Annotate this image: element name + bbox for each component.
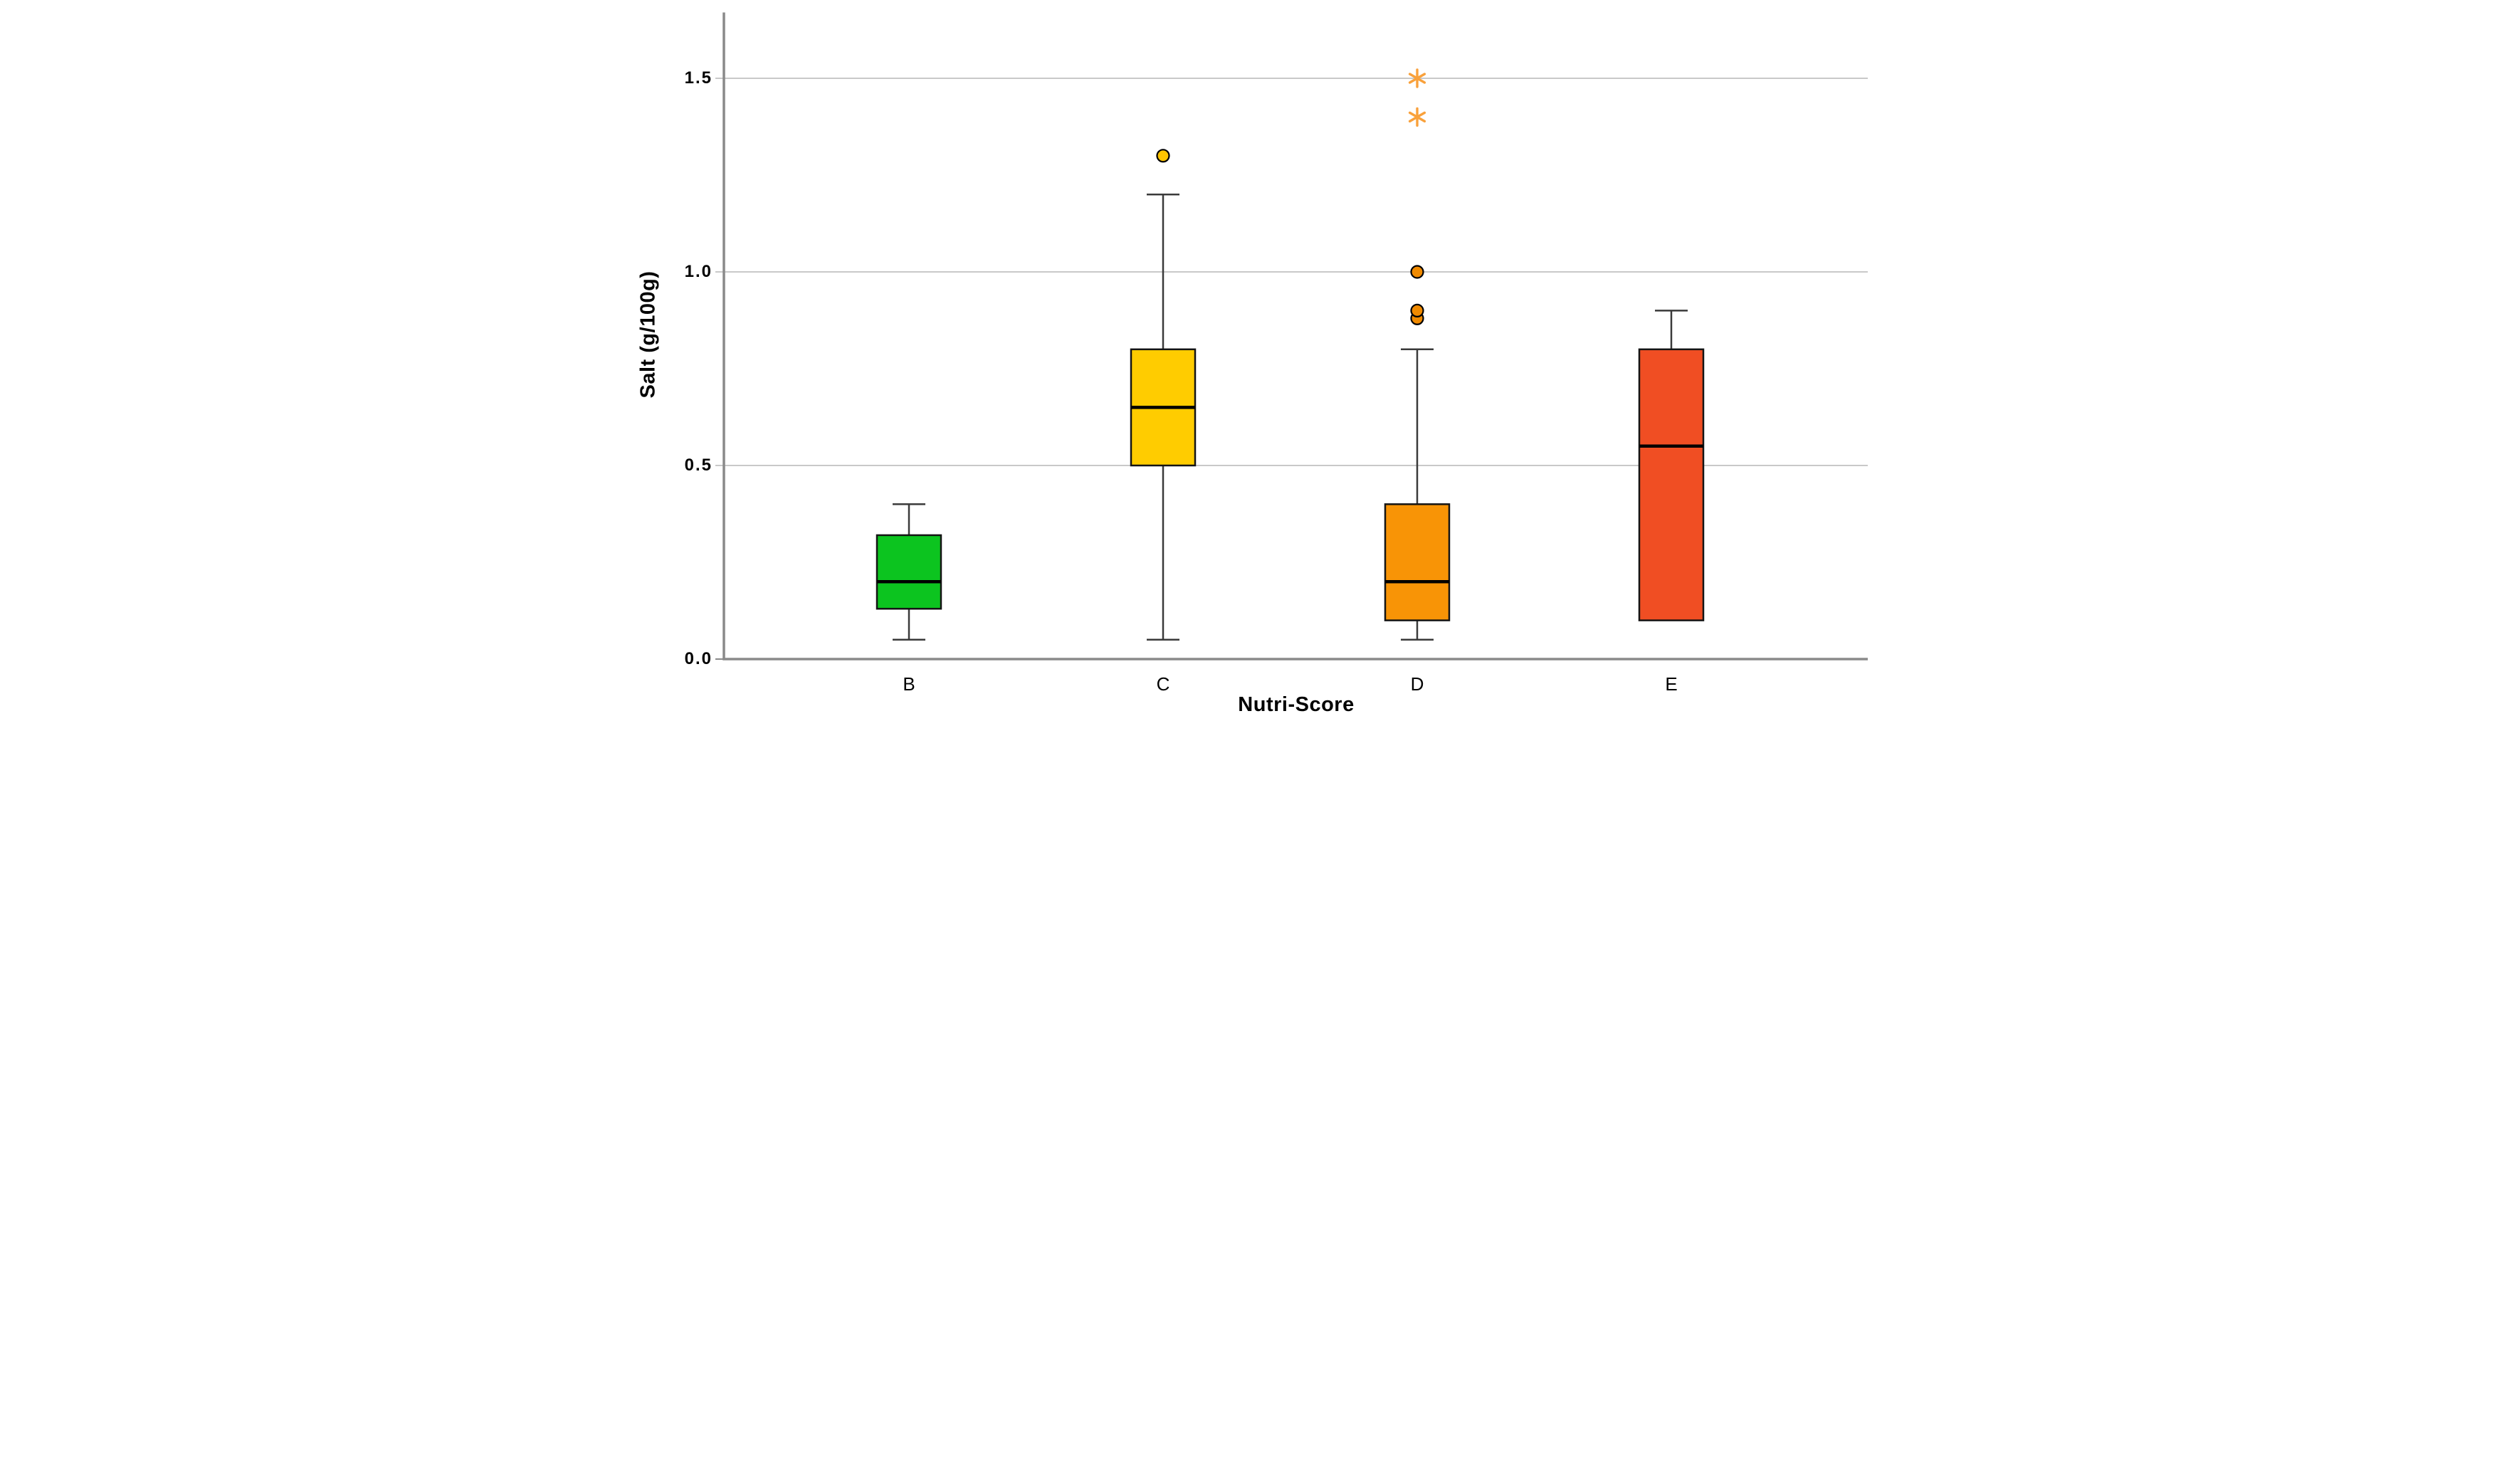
box-B <box>876 534 942 610</box>
extreme-asterisk <box>1408 73 1426 84</box>
y-axis-title: Salt (g/100g) <box>636 270 660 399</box>
x-axis-title: Nutri-Score <box>1238 693 1355 716</box>
x-category-label: E <box>1665 673 1678 695</box>
x-category-label: B <box>903 673 915 695</box>
y-tick-label: 0.0 <box>684 649 713 668</box>
boxplot-figure: Salt (g/100g) Nutri-Score 0.0 0.5 1.0 1.5 B C… <box>624 0 1873 742</box>
box-E <box>1638 348 1705 621</box>
box-D <box>1384 503 1451 621</box>
y-tick-label: 1.5 <box>684 68 713 88</box>
outlier-circle <box>1156 149 1170 163</box>
extreme-asterisk <box>1408 111 1426 123</box>
boxplot-canvas <box>715 12 1868 661</box>
outlier-circle <box>1410 303 1424 317</box>
outlier-circle <box>1410 265 1424 279</box>
y-tick-label: 0.5 <box>684 456 713 475</box>
x-category-label: C <box>1156 673 1170 695</box>
y-tick-label: 1.0 <box>684 262 713 281</box>
x-category-label: D <box>1410 673 1424 695</box>
